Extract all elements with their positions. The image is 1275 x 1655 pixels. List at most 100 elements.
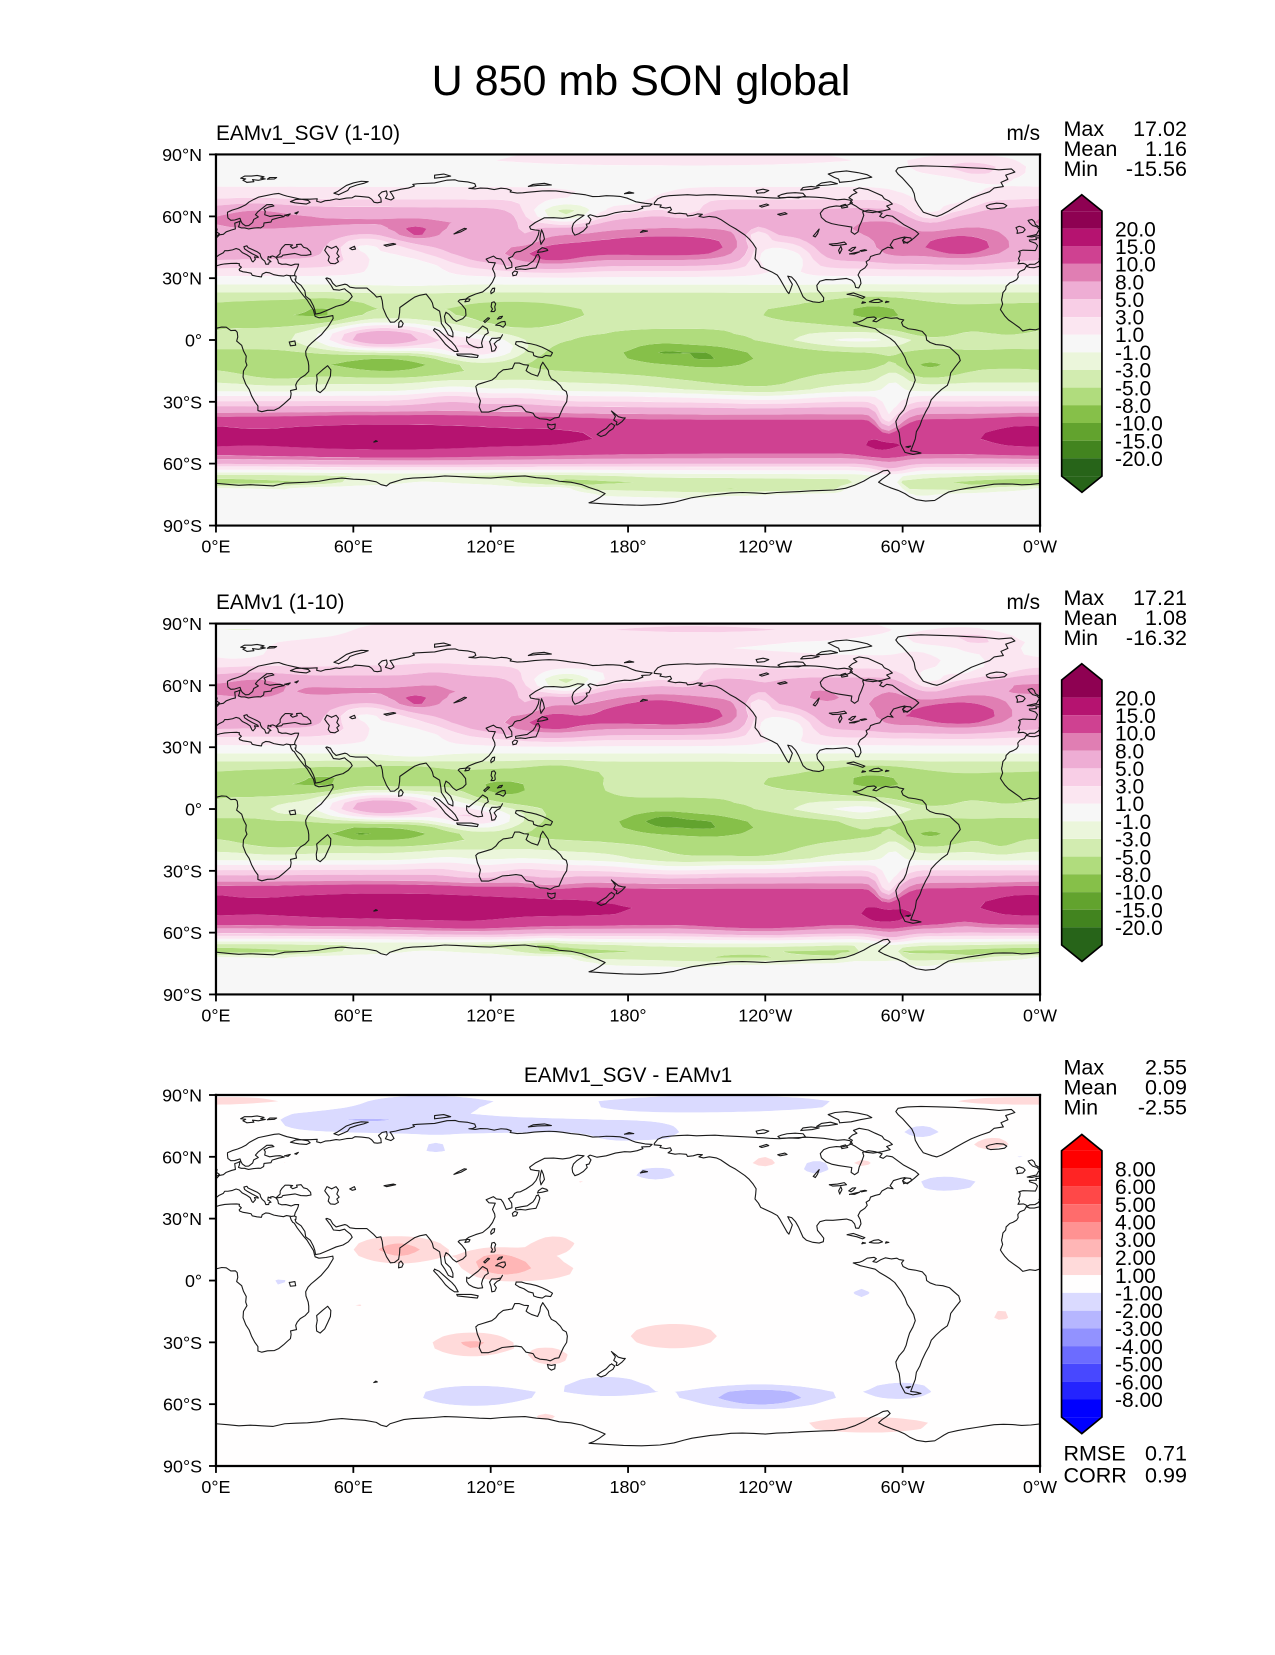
svg-text:90°S: 90°S (163, 1456, 202, 1476)
svg-text:0.09: 0.09 (1145, 1075, 1187, 1099)
svg-text:30°S: 30°S (163, 1333, 202, 1353)
svg-text:-20.0: -20.0 (1115, 917, 1163, 940)
svg-text:-2.55: -2.55 (1138, 1095, 1187, 1119)
svg-text:U 850 mb SON global: U 850 mb SON global (432, 57, 851, 105)
svg-text:60°E: 60°E (334, 1477, 373, 1497)
svg-text:90°S: 90°S (163, 985, 202, 1005)
svg-text:3.0: 3.0 (1115, 307, 1144, 330)
svg-text:0°E: 0°E (201, 1477, 230, 1497)
svg-text:-1.0: -1.0 (1115, 811, 1151, 834)
svg-text:3.00: 3.00 (1115, 1229, 1156, 1252)
svg-text:0°E: 0°E (201, 536, 230, 556)
svg-text:20.0: 20.0 (1115, 687, 1156, 710)
svg-text:60°N: 60°N (162, 676, 202, 696)
svg-text:m/s: m/s (1006, 122, 1040, 145)
svg-text:-10.0: -10.0 (1115, 882, 1163, 905)
svg-text:120°E: 120°E (466, 1477, 515, 1497)
svg-text:-8.0: -8.0 (1115, 864, 1151, 887)
svg-text:8.0: 8.0 (1115, 740, 1144, 763)
svg-text:15.0: 15.0 (1115, 705, 1156, 728)
svg-text:-5.0: -5.0 (1115, 846, 1151, 869)
svg-text:60°E: 60°E (334, 536, 373, 556)
svg-text:0°: 0° (185, 331, 202, 351)
svg-text:0°W: 0°W (1023, 1477, 1057, 1497)
svg-text:Mean: Mean (1063, 137, 1117, 161)
svg-text:1.08: 1.08 (1145, 606, 1187, 630)
svg-text:60°S: 60°S (163, 1395, 202, 1415)
svg-text:120°W: 120°W (738, 536, 792, 556)
svg-text:180°: 180° (610, 536, 647, 556)
svg-text:90°N: 90°N (162, 614, 202, 634)
svg-text:180°: 180° (610, 1005, 647, 1025)
svg-text:120°W: 120°W (738, 1477, 792, 1497)
svg-text:-20.0: -20.0 (1115, 448, 1163, 471)
svg-text:60°W: 60°W (881, 536, 925, 556)
svg-text:-15.56: -15.56 (1126, 157, 1187, 181)
svg-text:-3.0: -3.0 (1115, 360, 1151, 383)
svg-text:Min: Min (1063, 626, 1098, 650)
svg-text:15.0: 15.0 (1115, 236, 1156, 259)
svg-text:-6.00: -6.00 (1115, 1371, 1163, 1394)
svg-text:m/s: m/s (1006, 591, 1040, 614)
svg-text:0°W: 0°W (1023, 536, 1057, 556)
svg-text:30°N: 30°N (162, 1209, 202, 1229)
svg-text:-15.0: -15.0 (1115, 430, 1163, 453)
svg-text:30°N: 30°N (162, 738, 202, 758)
svg-text:30°S: 30°S (163, 392, 202, 412)
svg-text:120°E: 120°E (466, 1005, 515, 1025)
svg-text:90°N: 90°N (162, 145, 202, 165)
svg-text:60°S: 60°S (163, 454, 202, 474)
svg-text:0°E: 0°E (201, 1005, 230, 1025)
svg-text:-8.00: -8.00 (1115, 1389, 1163, 1412)
svg-text:-2.00: -2.00 (1115, 1300, 1163, 1323)
svg-text:-16.32: -16.32 (1126, 626, 1187, 650)
svg-text:17.21: 17.21 (1133, 586, 1187, 610)
svg-text:-15.0: -15.0 (1115, 899, 1163, 922)
svg-text:-3.00: -3.00 (1115, 1318, 1163, 1341)
svg-text:1.0: 1.0 (1115, 793, 1144, 816)
svg-text:1.0: 1.0 (1115, 324, 1144, 347)
svg-text:60°W: 60°W (881, 1477, 925, 1497)
svg-text:Mean: Mean (1063, 606, 1117, 630)
svg-text:5.0: 5.0 (1115, 758, 1144, 781)
svg-text:RMSE: RMSE (1063, 1442, 1125, 1466)
svg-text:8.0: 8.0 (1115, 271, 1144, 294)
svg-text:120°E: 120°E (466, 536, 515, 556)
svg-text:10.0: 10.0 (1115, 723, 1156, 746)
svg-text:17.02: 17.02 (1133, 117, 1187, 141)
svg-text:1.16: 1.16 (1145, 137, 1187, 161)
svg-text:EAMv1 (1-10): EAMv1 (1-10) (216, 591, 344, 614)
svg-text:5.0: 5.0 (1115, 289, 1144, 312)
svg-text:-4.00: -4.00 (1115, 1336, 1163, 1359)
svg-text:3.0: 3.0 (1115, 776, 1144, 799)
svg-text:5.00: 5.00 (1115, 1194, 1156, 1217)
svg-text:4.00: 4.00 (1115, 1211, 1156, 1234)
svg-text:60°S: 60°S (163, 923, 202, 943)
svg-text:Max: Max (1063, 117, 1104, 141)
svg-text:60°N: 60°N (162, 207, 202, 227)
svg-text:-1.00: -1.00 (1115, 1283, 1163, 1306)
svg-text:60°W: 60°W (881, 1005, 925, 1025)
svg-text:90°S: 90°S (163, 516, 202, 536)
svg-text:-3.0: -3.0 (1115, 829, 1151, 852)
svg-text:1.00: 1.00 (1115, 1265, 1156, 1288)
svg-text:180°: 180° (610, 1477, 647, 1497)
svg-text:6.00: 6.00 (1115, 1176, 1156, 1199)
svg-text:2.55: 2.55 (1145, 1055, 1187, 1079)
svg-text:60°N: 60°N (162, 1147, 202, 1167)
svg-text:Min: Min (1063, 1095, 1098, 1119)
svg-text:-5.00: -5.00 (1115, 1354, 1163, 1377)
svg-text:2.00: 2.00 (1115, 1247, 1156, 1270)
svg-text:-8.0: -8.0 (1115, 395, 1151, 418)
svg-text:EAMv1_SGV - EAMv1: EAMv1_SGV - EAMv1 (524, 1064, 732, 1087)
svg-text:20.0: 20.0 (1115, 218, 1156, 241)
svg-text:-1.0: -1.0 (1115, 342, 1151, 365)
svg-text:30°N: 30°N (162, 269, 202, 289)
svg-text:CORR: CORR (1063, 1464, 1126, 1488)
svg-text:Max: Max (1063, 586, 1104, 610)
svg-text:90°N: 90°N (162, 1086, 202, 1106)
svg-text:30°S: 30°S (163, 861, 202, 881)
svg-text:60°E: 60°E (334, 1005, 373, 1025)
svg-text:0.99: 0.99 (1145, 1464, 1187, 1488)
svg-text:Min: Min (1063, 157, 1098, 181)
